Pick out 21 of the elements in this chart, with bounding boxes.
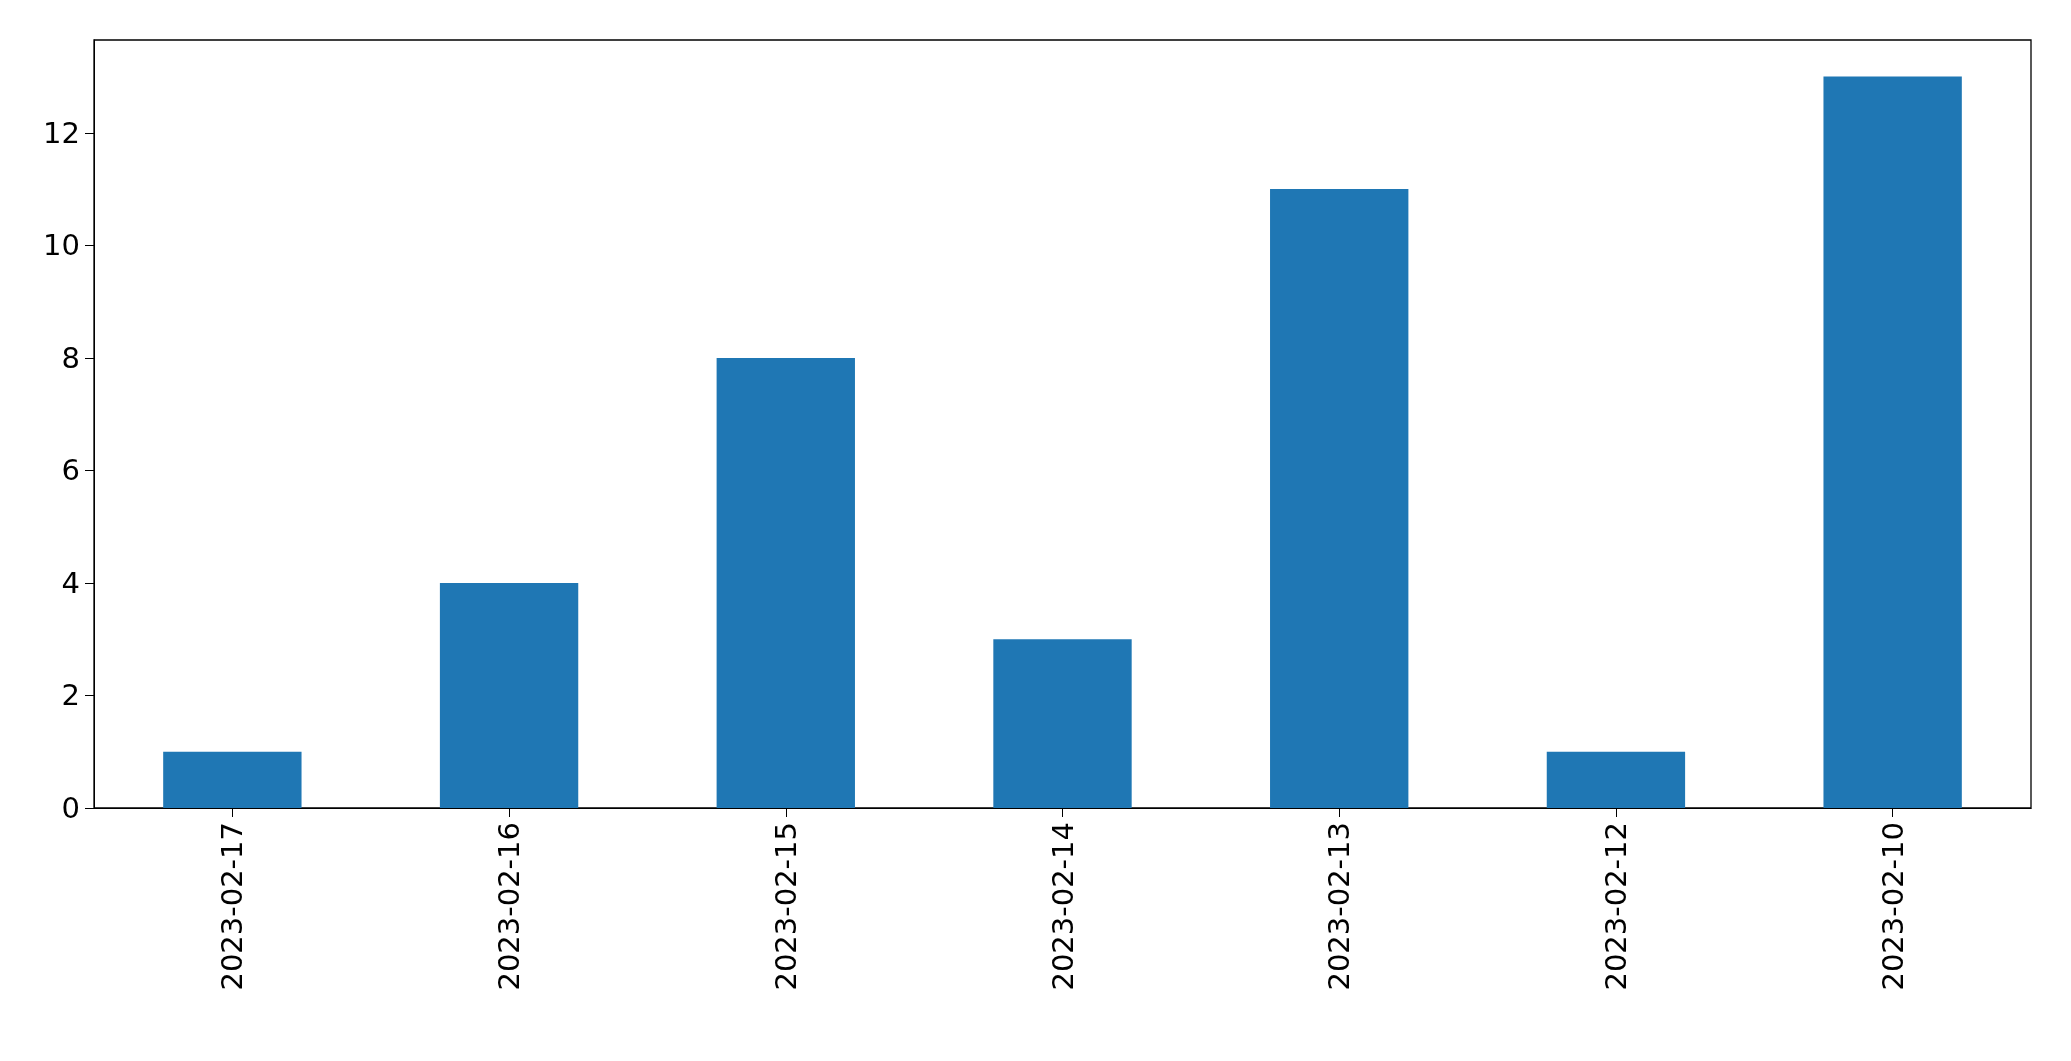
y-tick-label: 10 [43, 228, 80, 263]
x-tick-label: 2023-02-17 [215, 822, 250, 991]
x-tick-label: 2023-02-13 [1322, 822, 1357, 991]
x-tick-label: 2023-02-14 [1045, 822, 1080, 991]
y-tick-label: 8 [61, 340, 80, 375]
bar [1270, 189, 1409, 808]
bar [993, 639, 1132, 808]
y-tick-label: 12 [43, 115, 80, 150]
bar [439, 582, 579, 808]
y-tick-label: 6 [61, 453, 80, 488]
x-tick-label: 2023-02-16 [492, 822, 527, 991]
x-tick-label: 2023-02-12 [1598, 822, 1633, 991]
y-tick-label: 4 [61, 565, 80, 600]
y-tick-label: 2 [61, 678, 80, 713]
bar [1546, 751, 1686, 808]
y-tick-label: 0 [61, 791, 80, 825]
bar [1823, 76, 1962, 808]
bar [716, 357, 855, 808]
x-tick-label: 2023-02-10 [1875, 822, 1910, 991]
x-tick-label: 2023-02-15 [768, 822, 803, 991]
bar [163, 751, 302, 808]
